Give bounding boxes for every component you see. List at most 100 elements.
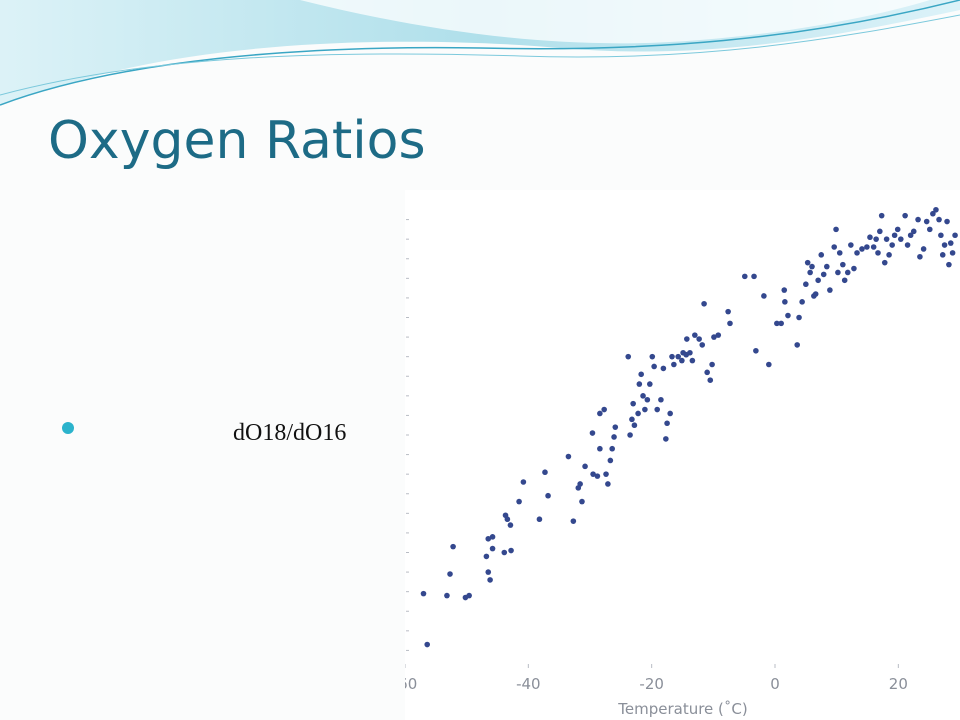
data-point xyxy=(933,206,939,213)
data-point xyxy=(938,232,944,239)
data-point xyxy=(727,320,733,327)
data-point xyxy=(625,353,632,360)
data-point xyxy=(949,250,956,256)
data-point xyxy=(910,228,917,235)
data-point xyxy=(946,261,952,268)
data-point xyxy=(649,353,656,360)
data-point xyxy=(827,287,833,293)
x-tick-label: 0 xyxy=(770,675,780,693)
data-point xyxy=(836,250,843,256)
data-point xyxy=(926,226,933,233)
data-point xyxy=(878,212,885,219)
data-point xyxy=(638,371,644,378)
data-point xyxy=(424,641,431,648)
data-point xyxy=(907,232,914,239)
data-point xyxy=(447,571,453,577)
data-point xyxy=(875,250,881,256)
data-point xyxy=(883,236,890,242)
data-point xyxy=(654,406,661,413)
data-point xyxy=(753,347,759,354)
data-point xyxy=(835,269,841,276)
bullet-dot xyxy=(62,422,74,434)
data-point xyxy=(507,522,514,528)
data-point xyxy=(898,236,904,242)
data-point xyxy=(631,422,638,429)
data-point xyxy=(774,320,780,327)
data-point xyxy=(590,471,596,477)
data-point xyxy=(667,410,673,417)
data-point xyxy=(689,357,696,364)
data-point xyxy=(704,369,710,376)
data-point xyxy=(489,534,496,540)
data-point xyxy=(844,269,851,276)
data-point xyxy=(536,516,543,523)
data-point xyxy=(812,291,819,297)
data-point xyxy=(664,420,670,427)
data-point xyxy=(761,293,767,299)
data-point xyxy=(692,332,698,338)
data-point xyxy=(803,281,809,288)
data-point xyxy=(579,498,585,505)
data-point xyxy=(766,361,772,368)
bullet-text: dO18/dO16 xyxy=(233,420,346,446)
data-point xyxy=(815,277,821,284)
data-point xyxy=(589,430,596,436)
data-point xyxy=(565,453,572,460)
data-point xyxy=(485,535,492,542)
data-point xyxy=(611,434,617,440)
data-point xyxy=(904,242,911,248)
data-point xyxy=(864,244,870,250)
data-point xyxy=(939,252,946,258)
data-point xyxy=(577,481,583,487)
data-point xyxy=(605,481,611,487)
data-point xyxy=(629,416,635,423)
data-point xyxy=(891,232,898,239)
x-tick-label: -20 xyxy=(639,675,664,693)
data-point xyxy=(545,492,551,499)
data-point xyxy=(915,216,921,223)
data-point xyxy=(794,342,800,348)
wave-line xyxy=(0,0,960,106)
data-point xyxy=(936,216,942,223)
data-point xyxy=(809,263,815,270)
data-point xyxy=(640,393,646,399)
data-point xyxy=(542,469,548,476)
data-point xyxy=(840,261,846,268)
data-point xyxy=(944,218,950,225)
data-point xyxy=(644,396,651,403)
data-point xyxy=(831,244,837,250)
data-point xyxy=(833,226,839,233)
data-point xyxy=(489,545,496,552)
data-point xyxy=(778,320,784,327)
data-point xyxy=(636,381,643,387)
data-point xyxy=(725,308,731,315)
data-point xyxy=(894,226,901,233)
data-point xyxy=(818,252,825,258)
data-point xyxy=(485,569,492,575)
data-point xyxy=(848,242,854,248)
data-point xyxy=(570,518,577,524)
data-point xyxy=(483,553,490,560)
x-axis-label: Temperature (˚C) xyxy=(617,700,747,718)
data-point xyxy=(751,273,757,280)
data-point xyxy=(663,436,669,442)
data-point xyxy=(520,479,527,485)
data-point xyxy=(881,259,888,266)
data-point xyxy=(594,473,601,479)
data-point xyxy=(502,512,509,519)
data-point xyxy=(675,353,681,360)
data-point xyxy=(420,590,427,597)
data-point xyxy=(917,253,923,260)
x-tick-label: -40 xyxy=(516,675,541,693)
data-point xyxy=(952,232,958,239)
data-point xyxy=(807,269,813,276)
x-tick-label: -60 xyxy=(393,675,418,693)
data-point xyxy=(886,252,892,258)
data-point xyxy=(487,577,493,583)
data-point xyxy=(920,246,927,252)
data-point xyxy=(867,234,873,241)
data-point xyxy=(841,277,848,284)
data-point xyxy=(687,349,693,356)
data-point xyxy=(669,353,675,360)
data-point xyxy=(627,432,633,438)
